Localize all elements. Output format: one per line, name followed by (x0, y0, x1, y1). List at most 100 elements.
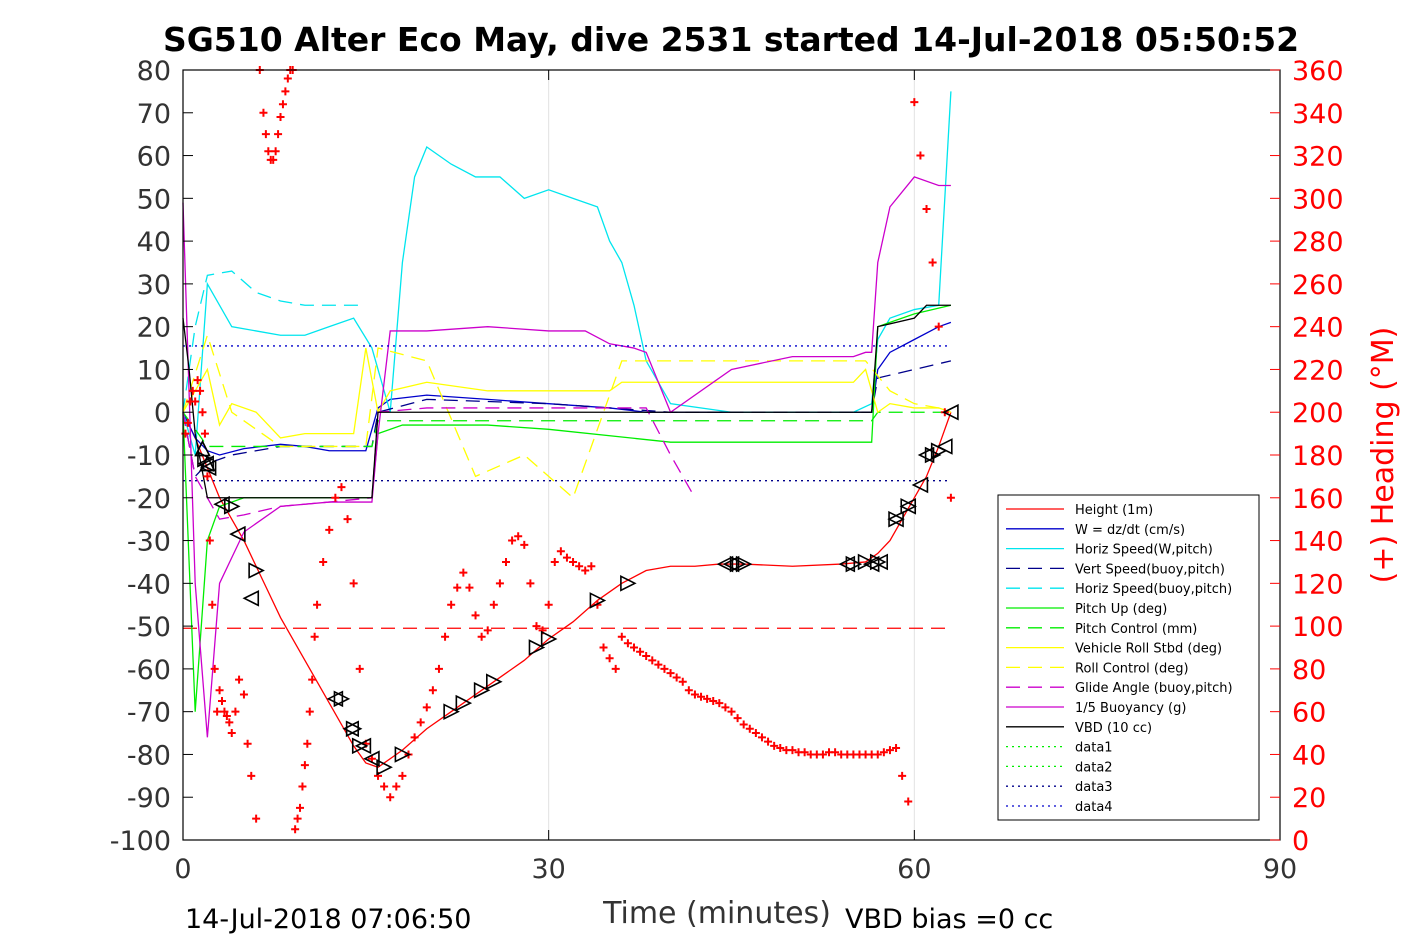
y-tick-label: 20 (137, 313, 171, 344)
series-line-7 (182, 347, 952, 439)
heading-point (526, 579, 535, 588)
y-tick-label: -50 (127, 612, 171, 643)
footer-timestamp: 14-Jul-2018 07:06:50 (185, 904, 471, 935)
heading-point (235, 675, 244, 684)
y2-tick-label: 180 (1292, 441, 1344, 472)
heading-point (928, 258, 937, 267)
heading-point (532, 622, 541, 631)
triangle-marker-right (869, 553, 887, 571)
heading-point (410, 733, 419, 742)
heading-point (611, 664, 620, 673)
legend-label: W = dz/dt (cm/s) (1075, 523, 1185, 538)
heading-point (193, 376, 202, 385)
heading-point (733, 714, 742, 723)
triangle-marker-left (354, 737, 372, 755)
y-tick-label: 30 (137, 270, 171, 301)
y-tick-label: 0 (154, 398, 171, 429)
heading-point (599, 643, 608, 652)
heading-point (934, 322, 943, 331)
triangle-marker-right (394, 746, 412, 763)
triangle-marker-left (722, 555, 740, 573)
y2-tick-label: 80 (1292, 655, 1326, 686)
heading-point (247, 771, 256, 780)
y-tick-label: -40 (127, 569, 171, 600)
heading-point (222, 711, 231, 720)
heading-point (434, 664, 443, 673)
heading-point (392, 782, 401, 791)
triangle-marker-right (351, 737, 369, 755)
heading-point (278, 100, 287, 109)
heading-point (281, 87, 290, 96)
heading-points (181, 66, 955, 834)
y-tick-label: -20 (127, 484, 171, 515)
triangle-marker-up (194, 439, 211, 457)
heading-point (617, 632, 626, 641)
heading-point (666, 669, 675, 678)
y2-tick-label: 20 (1292, 783, 1326, 814)
triangle-marker-left (871, 553, 889, 571)
y-tick-label: -60 (127, 655, 171, 686)
heading-point (672, 673, 681, 682)
heading-point (308, 675, 317, 684)
y2-axis-label: (+) Heading (°M) (1366, 327, 1401, 584)
heading-point (544, 600, 553, 609)
heading-point (453, 583, 462, 592)
legend-label: Pitch Up (deg) (1075, 602, 1167, 617)
heading-point (398, 771, 407, 780)
heading-point (310, 632, 319, 641)
y-tick-label: -90 (127, 783, 171, 814)
triangle-marker-left (942, 403, 959, 421)
legend-label: Horiz Speed(W,pitch) (1075, 543, 1213, 558)
heading-point (213, 707, 222, 716)
series-line-1 (182, 321, 952, 456)
triangle-marker-left (716, 555, 734, 573)
heading-point (349, 579, 358, 588)
heading-point (873, 750, 882, 759)
heading-point (243, 739, 252, 748)
legend-label: Height (1m) (1075, 503, 1153, 518)
x-tick-label: 30 (531, 854, 565, 885)
heading-point (587, 562, 596, 571)
heading-point (208, 600, 217, 609)
heading-point (910, 98, 919, 107)
heading-point (605, 654, 614, 663)
legend-label: data4 (1075, 800, 1113, 815)
heading-point (205, 536, 214, 545)
footer-vbd-bias: VBD bias =0 cc (845, 904, 1053, 935)
triangle-marker-right (223, 498, 241, 515)
y-axis-right: 0 20 40 60 80 100 120 140 160 180 200 220 240 260 280 3… (1270, 56, 1344, 857)
legend-label: data1 (1075, 741, 1113, 756)
legend-label: Glide Angle (buoy,pitch) (1075, 681, 1233, 696)
legend-label: VBD (10 cc) (1075, 721, 1152, 736)
y-tick-label: -70 (127, 698, 171, 729)
heading-point (922, 205, 931, 214)
heading-point (898, 771, 907, 780)
y-tick-label: -80 (127, 740, 171, 771)
heading-point (422, 703, 431, 712)
heading-point (259, 108, 268, 117)
heading-point (252, 814, 261, 823)
y2-tick-label: 360 (1292, 56, 1344, 87)
heading-point (296, 803, 305, 812)
heading-point (642, 652, 651, 661)
triangle-marker-right (845, 555, 863, 573)
heading-point (337, 483, 346, 492)
triangle-marker-right (620, 575, 637, 592)
series-line-11 (182, 304, 951, 499)
triangle-marker-left (229, 525, 246, 543)
y2-tick-label: 160 (1292, 484, 1344, 515)
heading-point (355, 664, 364, 673)
legend-label: data2 (1075, 760, 1113, 775)
heading-point (300, 761, 309, 770)
heading-point (313, 600, 322, 609)
heading-point (465, 583, 474, 592)
triangle-markers (194, 403, 959, 776)
heading-point (508, 536, 517, 545)
y2-tick-label: 300 (1292, 184, 1344, 215)
triangle-marker-right (333, 690, 351, 708)
heading-point (800, 748, 809, 757)
heading-point (514, 532, 523, 541)
heading-point (757, 733, 766, 742)
y-tick-label: 10 (137, 355, 171, 386)
heading-point (885, 746, 894, 755)
